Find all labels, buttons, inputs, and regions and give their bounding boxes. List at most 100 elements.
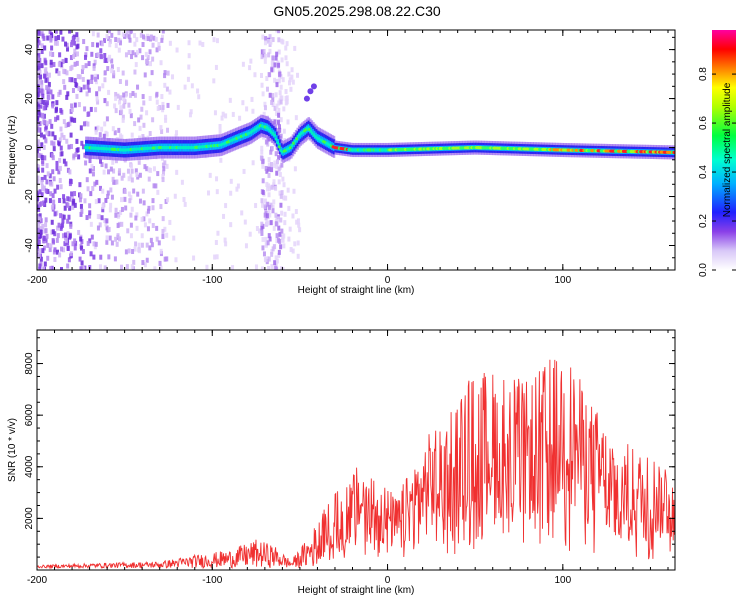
noise-cell [275,170,279,176]
noise-cell [62,194,66,200]
noise-cell [224,113,228,119]
noise-cell [273,160,277,166]
noise-cell [186,76,190,82]
snr-ytick-label: 6000 [24,404,35,427]
noise-cell [140,106,144,112]
noise-cell [123,196,127,202]
noise-cell [61,36,65,42]
noise-cell [268,34,272,40]
noise-cell [270,162,274,168]
noise-cell [127,191,131,197]
noise-cell [46,35,50,41]
noise-cell [89,221,93,227]
noise-cell [274,221,278,227]
noise-cell [44,138,48,144]
noise-cell [42,144,46,150]
noise-cell [55,68,59,74]
noise-cell [100,215,104,221]
noise-cell [267,52,271,58]
noise-cell [137,159,141,165]
noise-cell [68,196,72,202]
noise-cell [45,163,49,169]
noise-cell [105,33,109,39]
noise-cell [76,37,80,43]
noise-cell [75,51,79,57]
noise-cell [78,197,82,203]
noise-cell [70,143,74,149]
noise-cell [37,57,39,63]
noise-cell [128,198,132,204]
noise-cell [38,213,42,219]
noise-cell [45,130,49,136]
noise-cell [90,78,94,84]
noise-cell [281,77,285,83]
noise-cell [61,233,65,239]
noise-cell [263,58,267,64]
noise-cell [130,54,134,60]
noise-cell [94,73,98,79]
noise-cell [37,122,40,128]
noise-cell [161,104,165,110]
noise-cell [148,61,152,67]
noise-cell [142,216,146,222]
noise-cell [122,103,126,109]
noise-cell [284,100,288,106]
noise-cell [296,218,300,224]
noise-cell [37,243,39,249]
noise-cell [174,133,178,139]
noise-cell [79,266,83,270]
noise-cell [244,243,248,249]
noise-cell [58,89,62,95]
noise-cell [92,65,96,71]
noise-cell [38,248,42,254]
noise-cell [92,254,96,260]
noise-cell [137,248,141,254]
noise-cell [144,51,148,57]
noise-cell [173,193,177,199]
noise-cell [270,67,274,73]
noise-cell [275,159,279,165]
noise-cell [78,182,82,188]
noise-cell [113,179,117,185]
noise-cell [101,188,105,194]
noise-cell [37,145,41,151]
noise-cell [37,196,40,202]
noise-cell [51,103,55,109]
noise-cell [148,49,152,55]
noise-cell [64,161,68,167]
noise-cell [271,102,275,108]
noise-cell [69,251,73,257]
noise-cell [83,152,87,158]
noise-cell [39,74,43,80]
noise-cell [114,108,118,114]
noise-cell [116,66,120,72]
noise-cell [280,57,284,63]
noise-cell [71,36,75,42]
noise-cell [96,52,100,58]
noise-cell [106,193,110,199]
noise-cell [289,247,293,253]
noise-cell [95,42,99,48]
noise-cell [263,198,267,204]
noise-cell [152,35,156,41]
noise-cell [75,32,79,38]
snr-layer [37,359,675,570]
noise-cell [215,38,219,44]
noise-cell [96,225,100,231]
noise-cell [116,213,120,219]
noise-cell [165,86,169,92]
noise-cell [129,195,133,201]
noise-cell [39,229,43,235]
noise-cell [274,255,278,261]
noise-cell [59,184,63,190]
noise-cell [267,192,271,198]
noise-cell [141,42,145,48]
noise-cell [66,218,70,224]
noise-cell [231,265,235,270]
noise-cell [243,219,247,225]
noise-cell [73,238,77,244]
noise-cell [102,133,106,139]
noise-cell [127,248,131,254]
noise-cell [270,60,274,66]
noise-cell [280,190,284,196]
